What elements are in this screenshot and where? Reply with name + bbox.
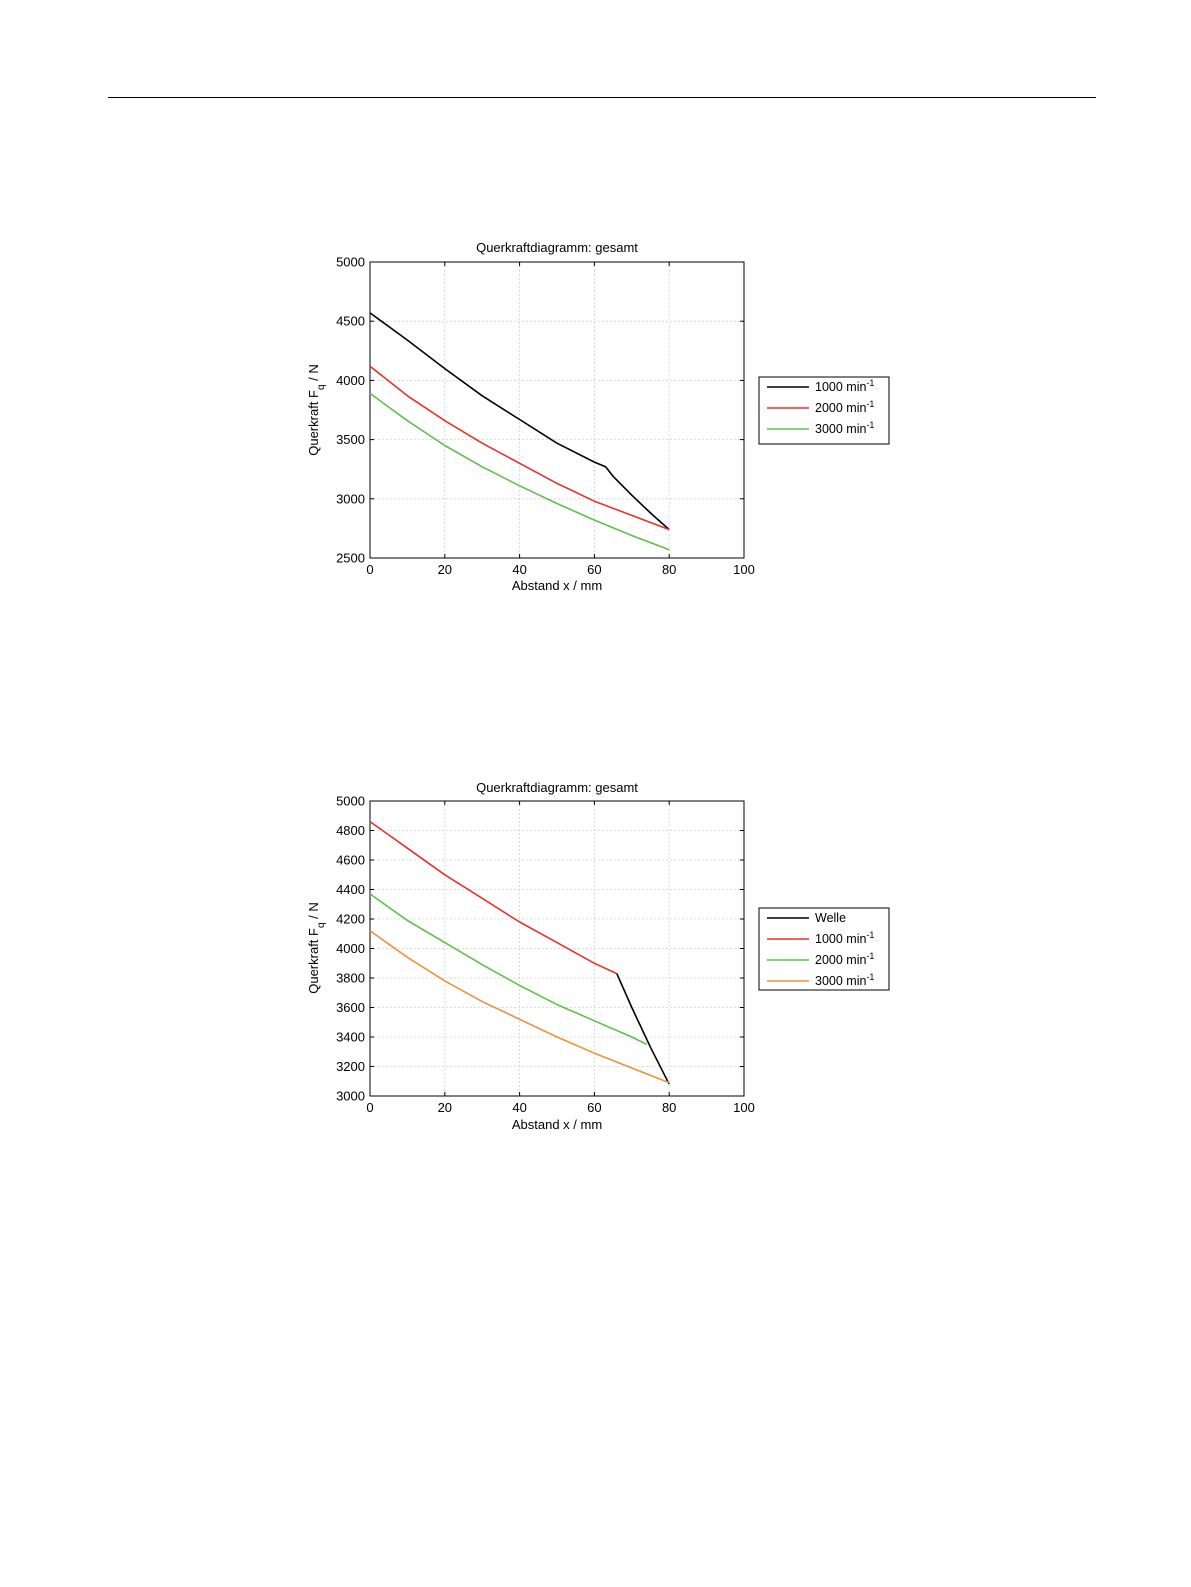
y-tick-label: 3600 xyxy=(336,1000,365,1015)
legend-entry-label: 2000 min-1 xyxy=(815,399,874,415)
x-tick-label: 100 xyxy=(733,1100,755,1115)
x-axis-label: Abstand x / mm xyxy=(512,1117,602,1132)
chart-svg-1: Querkraftdiagramm: gesamt 0 20 40 60 80 100 25… xyxy=(306,240,890,593)
legend-entry-label: 1000 min-1 xyxy=(815,930,874,946)
y-tick-label: 4600 xyxy=(336,853,365,868)
y-tick-label: 4200 xyxy=(336,912,365,927)
chart-title: Querkraftdiagramm: gesamt xyxy=(476,240,638,255)
chart-figure-2: Querkraftdiagramm: gesamt 0 20 40 60 80 100 30… xyxy=(0,770,1191,1150)
y-tick-label: 2500 xyxy=(336,551,365,566)
x-tick-label: 100 xyxy=(733,562,755,577)
legend-box xyxy=(758,376,890,445)
y-tick-label: 4000 xyxy=(336,373,365,388)
x-tick-label: 80 xyxy=(662,562,676,577)
legend-entry-label: 1000 min-1 xyxy=(815,378,874,394)
y-tick-label: 5000 xyxy=(336,255,365,270)
y-tick-label: 4400 xyxy=(336,882,365,897)
x-tick-label: 0 xyxy=(366,1100,373,1115)
x-tick-label: 80 xyxy=(662,1100,676,1115)
chart-svg-2: Querkraftdiagramm: gesamt 0 20 40 60 80 100 30… xyxy=(306,780,890,1132)
legend-entry-label: 3000 min-1 xyxy=(815,420,874,436)
legend-entry-label: Welle xyxy=(815,911,846,925)
page-header-rule xyxy=(108,97,1096,98)
y-tick-label: 3200 xyxy=(336,1059,365,1074)
legend-entry-label: 3000 min-1 xyxy=(815,972,874,988)
chart-figure-1: Querkraftdiagramm: gesamt 0 20 40 60 80 100 25… xyxy=(0,230,1191,610)
x-tick-label: 60 xyxy=(587,1100,601,1115)
y-tick-label: 3000 xyxy=(336,1089,365,1104)
legend: Welle 1000 min-1 2000 min-1 3000 min-1 xyxy=(758,907,890,991)
y-tick-label: 5000 xyxy=(336,794,365,809)
legend-entry-label: 2000 min-1 xyxy=(815,951,874,967)
series-line xyxy=(369,930,670,1084)
x-tick-label: 40 xyxy=(512,562,526,577)
x-tick-label: 60 xyxy=(587,562,601,577)
series-line xyxy=(369,365,670,531)
series-line xyxy=(616,973,670,1085)
y-tick-label: 3800 xyxy=(336,971,365,986)
legend-box xyxy=(758,907,890,991)
y-tick-label: 3500 xyxy=(336,432,365,447)
y-axis-label: Querkraft Fq / N xyxy=(306,902,327,994)
series-line xyxy=(369,312,670,531)
x-tick-label: 40 xyxy=(512,1100,526,1115)
series-line xyxy=(369,893,648,1046)
y-axis-label: Querkraft Fq / N xyxy=(306,364,327,456)
plot-area-frame xyxy=(369,261,745,559)
x-tick-label: 20 xyxy=(438,562,452,577)
series-line xyxy=(369,820,618,975)
y-tick-label: 4000 xyxy=(336,941,365,956)
legend: 1000 min-1 2000 min-1 3000 min-1 xyxy=(758,376,890,445)
y-tick-label: 3000 xyxy=(336,491,365,506)
chart-title: Querkraftdiagramm: gesamt xyxy=(476,780,638,795)
series-line xyxy=(369,392,670,551)
y-tick-label: 4500 xyxy=(336,314,365,329)
x-tick-label: 20 xyxy=(438,1100,452,1115)
y-tick-label: 3400 xyxy=(336,1030,365,1045)
x-axis-label: Abstand x / mm xyxy=(512,578,602,593)
x-tick-label: 0 xyxy=(366,562,373,577)
y-tick-label: 4800 xyxy=(336,823,365,838)
